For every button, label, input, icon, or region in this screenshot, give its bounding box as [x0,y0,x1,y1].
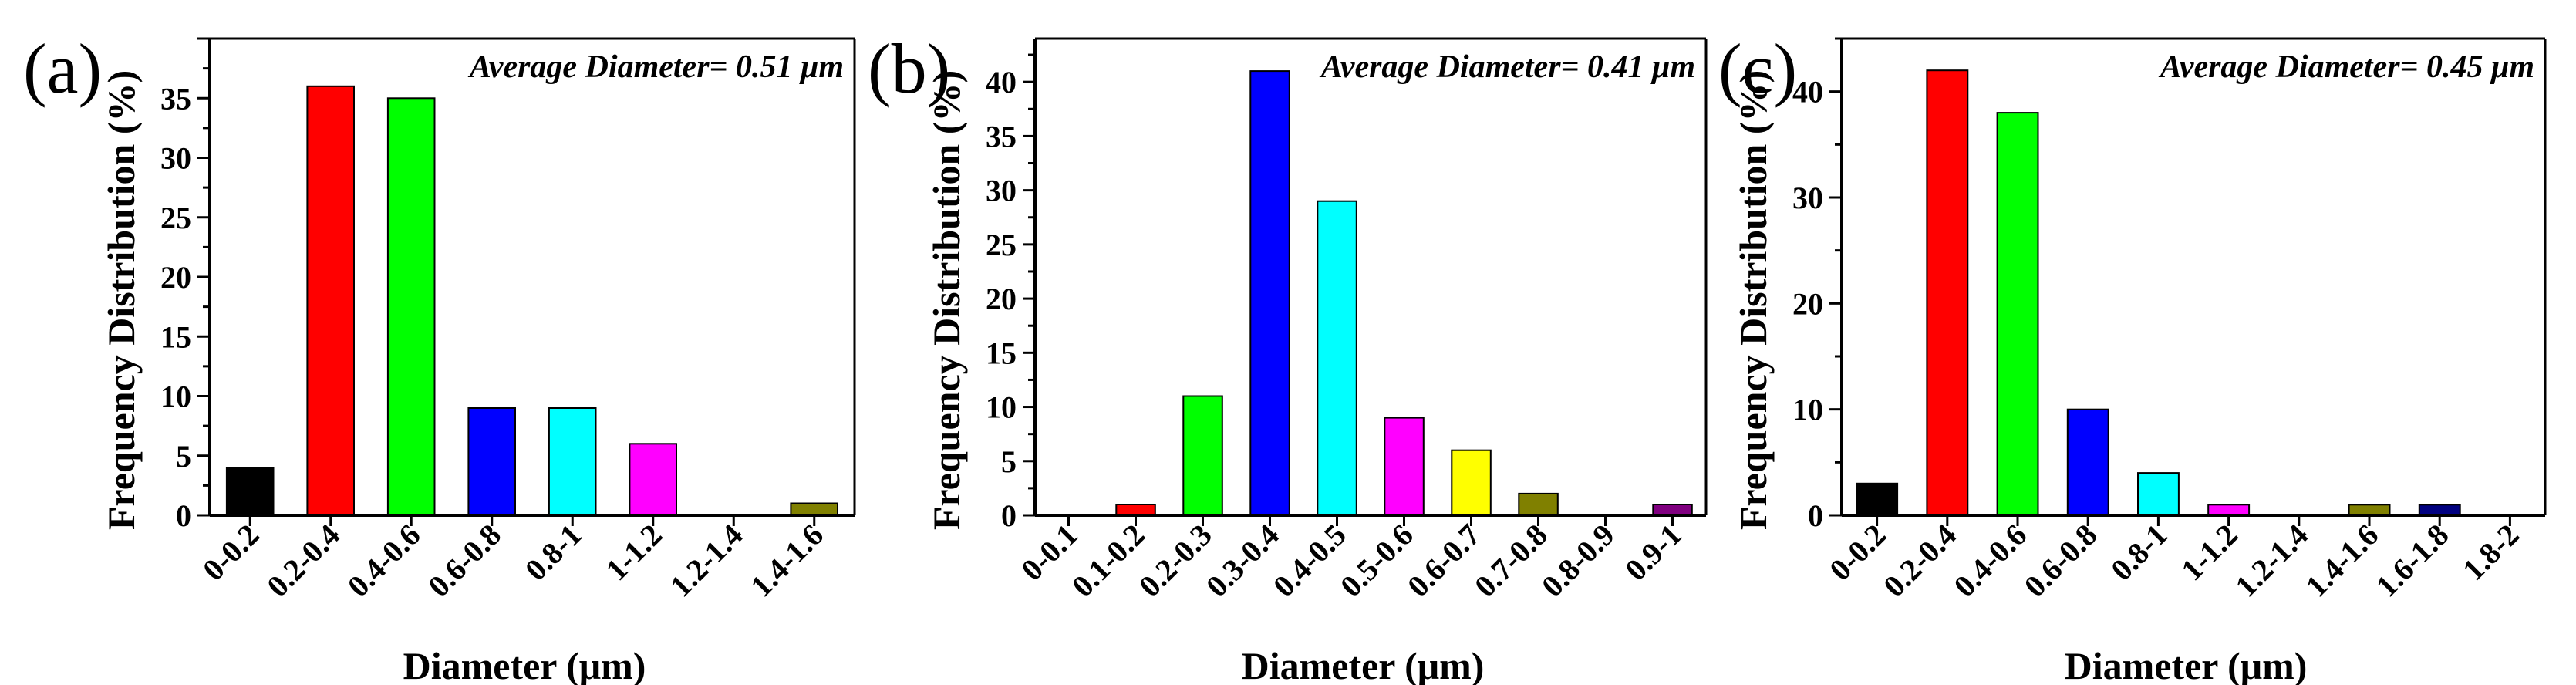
average-diameter-annotation: Average Diameter= 0.45 μm [2158,49,2534,85]
y-tick-label: 25 [160,201,191,235]
chart-panel-b: (b)05101520253035400-0.10.1-0.20.2-0.30.… [868,29,1708,685]
y-tick-label: 20 [160,260,191,295]
x-tick-label: 1.2-1.4 [663,518,750,604]
x-axis-label: Diameter (μm) [1242,644,1485,685]
x-axis-label: Diameter (μm) [403,644,646,685]
y-tick-label: 40 [986,65,1017,100]
bar-0.6-0.8 [467,407,517,516]
y-tick-label: 20 [1792,286,1823,321]
bar-0.2-0.4 [306,85,355,517]
x-axis-label: Diameter (μm) [2065,644,2308,685]
bar-0.1-0.2 [1115,504,1156,516]
x-tick-label: 1.6-1.8 [2369,518,2456,604]
x-tick-label: 0.4-0.6 [1947,518,2033,604]
y-tick-label: 25 [986,228,1017,262]
y-tick-label: 0 [1001,498,1017,533]
average-diameter-annotation: Average Diameter= 0.41 μm [1319,49,1695,85]
y-axis-label: Frequency Distribution (%) [925,70,968,530]
y-tick-label: 15 [986,336,1017,370]
bar-1-1.2 [629,443,678,516]
y-axis-label: Frequency Distribution (%) [1731,70,1775,530]
x-tick-label: 0.6-0.7 [1401,518,1487,604]
x-tick-label: 0-0.2 [196,518,266,588]
y-tick-label: 0 [176,498,191,533]
y-tick-label: 5 [176,439,191,474]
bar-0.7-0.8 [1518,492,1559,517]
x-tick-label: 0.2-0.4 [260,518,346,604]
x-tick-label: 0.8-1 [2104,518,2174,588]
bar-0-0.2 [225,467,275,517]
bar-0.5-0.6 [1384,417,1425,516]
y-tick-label: 20 [986,282,1017,316]
bar-1.4-1.6 [2348,504,2391,516]
y-axis-label: Frequency Distribution (%) [99,70,143,530]
x-tick-label: 0.6-0.8 [421,518,507,604]
y-tick-label: 40 [1792,75,1823,110]
chart-panel-a: (a) 0 5 10 15 20 25 30 35 0-0.20.2-0.40.4-0.60.6-… [23,29,856,685]
bar-0.8-1 [548,407,597,516]
y-tick-label: 30 [1792,181,1823,215]
y-tick-label: 15 [160,319,191,354]
bar-0.6-0.7 [1451,449,1492,517]
x-tick-label: 0.9-1 [1618,518,1688,588]
y-tick-label: 10 [160,380,191,414]
bar-0.4-0.6 [386,97,436,517]
x-tick-label: 1-1.2 [598,518,669,588]
y-tick-label: 10 [986,390,1017,425]
bar-0.2-0.4 [1926,69,1969,516]
panel-label: (a) [23,29,102,108]
x-tick-label: 0.6-0.8 [2018,518,2104,604]
x-tick-label: 0.8-1 [518,518,588,588]
x-tick-label: 0.2-0.3 [1132,518,1219,604]
bar-0-0.2 [1856,482,1899,516]
y-tick-label: 30 [160,141,191,176]
bar-0.3-0.4 [1249,70,1290,517]
bar-0.8-1 [2137,472,2180,516]
bar-0.4-0.5 [1317,200,1357,516]
y-tick-label: 35 [986,119,1017,154]
bar-1-1.2 [2207,504,2251,516]
bar-0.6-0.8 [2066,408,2109,517]
y-tick-label: 5 [1001,444,1017,479]
x-tick-label: 0.4-0.5 [1266,518,1353,604]
x-tick-label: 1.4-1.6 [743,518,830,604]
bar-1.6-1.8 [2418,504,2461,516]
x-tick-label: 0.2-0.4 [1876,518,1963,604]
average-diameter-annotation: Average Diameter= 0.51 μm [467,49,844,85]
x-tick-label: 1.8-2 [2456,518,2526,588]
y-tick-label: 30 [986,174,1017,208]
panel-label: (c) [1718,29,1797,108]
y-tick-label: 0 [1808,498,1823,533]
x-tick-label: 1.4-1.6 [2298,518,2385,604]
x-tick-label: 1.2-1.4 [2228,518,2315,604]
bar-0.2-0.3 [1182,395,1223,516]
y-tick-label: 35 [160,81,191,116]
x-tick-label: 0.1-0.2 [1065,518,1151,604]
x-tick-label: 0.5-0.6 [1334,518,1420,604]
x-tick-label: 0.8-0.9 [1535,518,1621,604]
panel-label: (b) [868,29,950,108]
x-tick-label: 0.7-0.8 [1468,518,1554,604]
bar-0.9-1 [1652,504,1693,516]
x-tick-label: 0.4-0.6 [341,518,427,604]
x-tick-label: 0.3-0.4 [1199,518,1286,604]
y-tick-label: 10 [1792,393,1823,427]
bar-0.4-0.6 [1996,112,2039,517]
bar-1.4-1.6 [790,502,839,516]
